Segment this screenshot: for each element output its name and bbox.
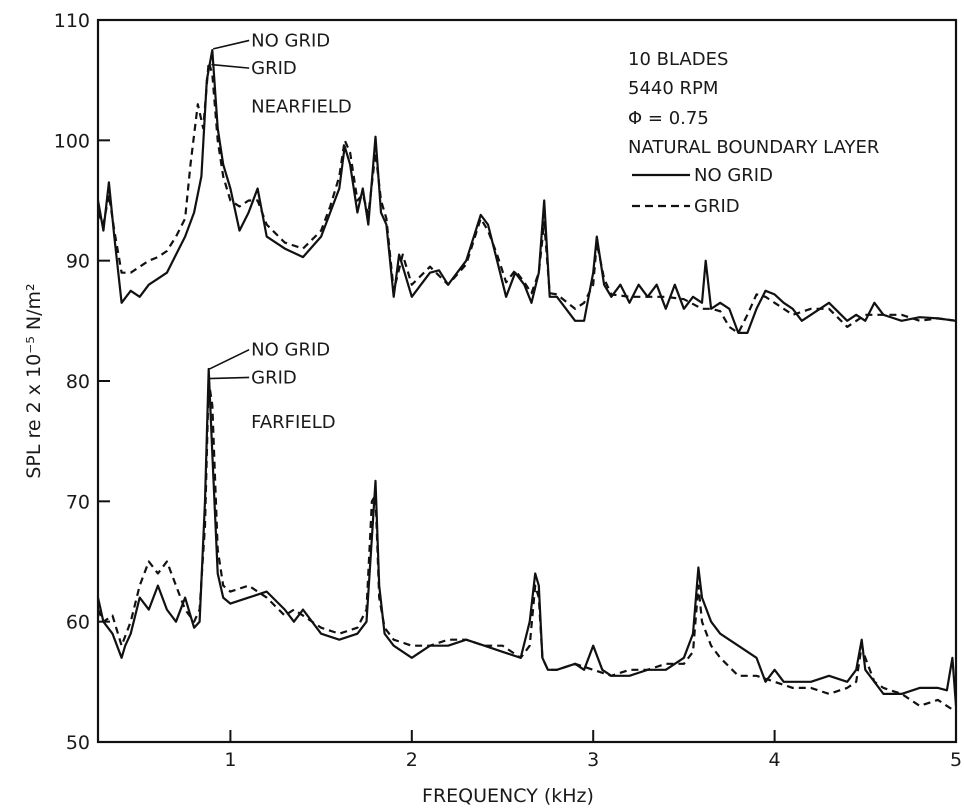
annotation-label: NO GRID <box>251 30 330 51</box>
y-tick-label: 100 <box>54 130 90 152</box>
annotation-leader-line <box>213 39 250 50</box>
legend-line-phi: Φ = 0.75 <box>628 108 709 129</box>
farfield-grid-series-line <box>96 379 957 713</box>
annotation-leader-line <box>209 348 250 370</box>
legend: 10 BLADES 5440 RPM Φ = 0.75 NATURAL BOUN… <box>628 49 879 217</box>
annotation-leader-line <box>211 63 250 69</box>
x-tick-label: 4 <box>769 749 781 771</box>
x-axis-label: FREQUENCY (kHz) <box>422 785 594 807</box>
peak-annotations: NO GRID GRID NEARFIELD NO GRID GRID FARFIELD <box>208 30 352 433</box>
legend-line-boundary-layer: NATURAL BOUNDARY LAYER <box>628 137 879 158</box>
legend-line-rpm: 5440 RPM <box>628 78 718 99</box>
annotation-leader-line <box>208 376 250 380</box>
nearfield-no-grid-series-line <box>96 48 957 334</box>
x-tick-label: 2 <box>406 749 418 771</box>
x-axis-ticks: 1 2 3 4 5 <box>224 730 962 771</box>
y-tick-label: 90 <box>66 251 90 273</box>
x-tick-label: 3 <box>587 749 599 771</box>
annotation-label: NEARFIELD <box>251 97 352 118</box>
annotation-label: FARFIELD <box>251 412 335 433</box>
y-tick-label: 70 <box>66 491 90 513</box>
annotation-label: GRID <box>251 58 297 79</box>
y-tick-label: 80 <box>66 371 90 393</box>
y-tick-label: 50 <box>66 732 90 754</box>
legend-label-grid: GRID <box>694 196 740 217</box>
annotation-label: GRID <box>251 367 297 388</box>
y-axis-ticks: 50 60 70 80 90 100 110 <box>54 10 110 754</box>
x-tick-label: 1 <box>224 749 236 771</box>
legend-label-no-grid: NO GRID <box>694 165 773 186</box>
x-tick-label: 5 <box>950 749 962 771</box>
legend-line-blades: 10 BLADES <box>628 49 728 70</box>
y-axis-label: SPL re 2 x 10⁻⁵ N/m² <box>23 283 45 478</box>
annotation-label: NO GRID <box>251 340 330 361</box>
y-tick-label: 110 <box>54 10 90 32</box>
nearfield-grid-series-line <box>96 60 957 334</box>
plot-series-layer <box>96 48 958 713</box>
y-tick-label: 60 <box>66 612 90 634</box>
